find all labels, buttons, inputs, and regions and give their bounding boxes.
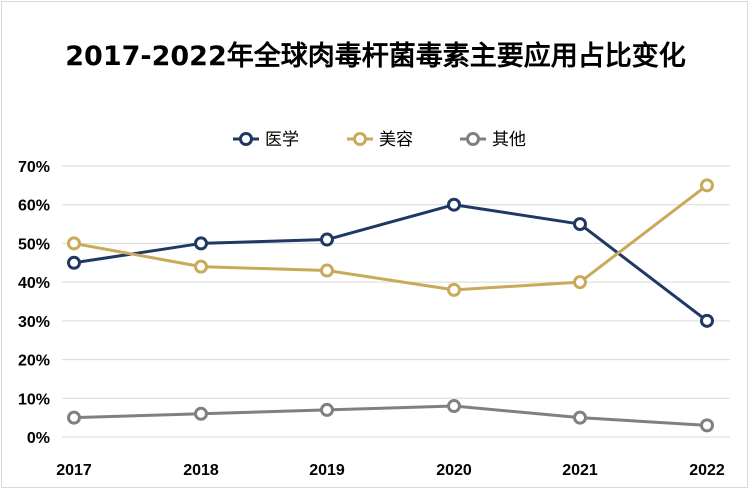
y-tick-label: 10% [18, 391, 50, 408]
legend-marker [466, 132, 480, 146]
y-tick-label: 20% [18, 353, 50, 370]
data-point [700, 178, 714, 193]
legend-marker [353, 132, 367, 146]
y-tick-label: 40% [18, 275, 50, 292]
data-point [700, 313, 714, 328]
data-point [447, 282, 461, 297]
data-point [194, 236, 208, 251]
legend-label: 医学 [265, 130, 299, 150]
data-point [700, 418, 714, 433]
chart-title: 2017-2022年全球肉毒杆菌毒素主要应用占比变化 [65, 41, 686, 72]
legend-label: 其他 [492, 130, 526, 150]
legend-label: 美容 [379, 130, 413, 150]
y-tick-label: 0% [27, 430, 50, 447]
x-tick-label: 2021 [562, 462, 598, 479]
data-point [67, 236, 81, 251]
x-tick-label: 2022 [689, 462, 725, 479]
series-line [73, 203, 708, 323]
y-tick-label: 30% [18, 314, 50, 331]
data-point [447, 399, 461, 414]
data-point [573, 275, 587, 290]
series-line [73, 404, 708, 427]
data-point [320, 232, 334, 247]
y-tick-label: 60% [18, 198, 50, 215]
data-point [67, 410, 81, 425]
x-tick-label: 2019 [309, 462, 345, 479]
series-line [73, 184, 708, 292]
data-point [447, 197, 461, 212]
data-point [573, 410, 587, 425]
data-point [194, 259, 208, 274]
y-tick-label: 50% [18, 236, 50, 253]
data-point [320, 263, 334, 278]
x-tick-label: 2017 [56, 462, 92, 479]
data-point [573, 217, 587, 232]
legend-marker [239, 132, 253, 146]
data-point [67, 255, 81, 270]
data-point [194, 406, 208, 421]
y-tick-label: 70% [18, 159, 50, 176]
x-tick-label: 2020 [436, 462, 472, 479]
data-point [320, 402, 334, 417]
x-tick-label: 2018 [183, 462, 219, 479]
